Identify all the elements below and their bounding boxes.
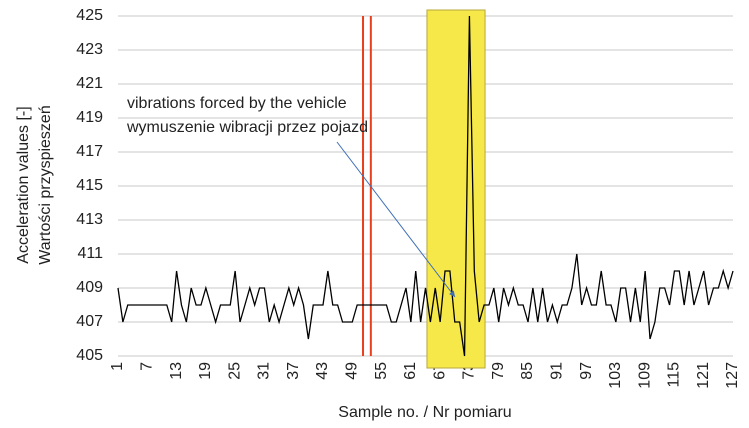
- data-line: [117, 15, 734, 357]
- y-axis-label: Wartości przyspieszeń: [37, 105, 54, 264]
- y-tick-label: 425: [76, 7, 103, 24]
- x-tick-label: 127: [724, 362, 741, 389]
- x-tick-label: 25: [226, 362, 243, 380]
- x-tick-label: 7: [139, 362, 156, 371]
- y-tick-label: 413: [76, 211, 103, 228]
- x-tick-label: 19: [197, 362, 214, 380]
- y-tick-label: 417: [76, 143, 103, 160]
- x-tick-label: 55: [373, 362, 390, 380]
- x-tick-label: 115: [666, 362, 683, 388]
- x-axis-label: Sample no. / Nr pomiaru: [338, 404, 511, 421]
- x-tick-label: 85: [519, 362, 536, 380]
- x-tick-label: 49: [344, 362, 361, 380]
- y-tick-label: 405: [76, 347, 103, 364]
- x-tick-label: 97: [578, 362, 595, 380]
- y-axis-label: Acceleration values [-]: [15, 106, 32, 263]
- x-tick-label: 109: [636, 362, 653, 389]
- y-tick-label: 415: [76, 177, 103, 194]
- x-tick-label: 79: [490, 362, 507, 380]
- x-tick-label: 121: [695, 362, 712, 389]
- x-tick-label: 61: [402, 362, 419, 380]
- x-tick-label: 13: [168, 362, 185, 380]
- y-tick-label: 421: [76, 75, 103, 92]
- x-tick-label: 103: [607, 362, 624, 389]
- annotation-arrow: [336, 141, 456, 298]
- annotation: vibrations forced by the vehicle: [127, 95, 347, 112]
- y-tick-label: 419: [76, 109, 103, 126]
- x-tick-label: 31: [256, 362, 273, 380]
- x-tick-label: 43: [314, 362, 331, 380]
- highlight-band: [426, 9, 486, 369]
- x-tick-label: 91: [549, 362, 566, 380]
- y-tick-label: 409: [76, 279, 103, 296]
- y-tick-label: 411: [77, 245, 103, 262]
- y-tick-label: 423: [76, 41, 103, 58]
- x-tick-label: 1: [109, 362, 126, 371]
- annotation: wymuszenie wibracji przez pojazd: [126, 119, 368, 136]
- x-tick-label: 37: [285, 362, 302, 380]
- y-tick-label: 407: [76, 313, 103, 330]
